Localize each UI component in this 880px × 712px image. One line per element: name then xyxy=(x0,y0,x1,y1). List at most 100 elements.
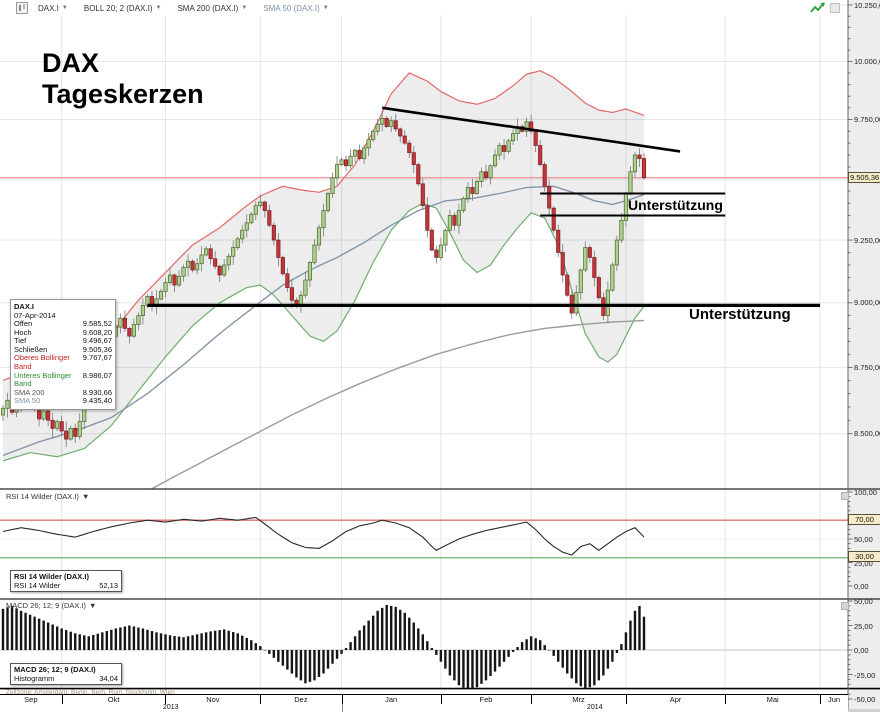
macd-histogram-bar xyxy=(173,635,176,650)
candle-body xyxy=(334,164,340,179)
rsi-panel-icon[interactable] xyxy=(841,492,849,500)
candle-body xyxy=(380,117,385,125)
macd-histogram-bar xyxy=(295,650,298,678)
macd-histogram-bar xyxy=(408,617,411,650)
rsi-value-box: RSI 14 Wilder (DAX.I) RSI 14 Wilder 52,1… xyxy=(10,570,122,592)
candle-body xyxy=(461,198,466,211)
candle-body xyxy=(5,399,10,409)
macd-histogram-bar xyxy=(286,650,289,670)
candle-body xyxy=(122,317,127,329)
bollinger-dropdown[interactable]: BOLL 20; 2 (DAX.I) ▼ xyxy=(84,4,162,13)
candle-body xyxy=(140,305,145,316)
candle-body xyxy=(398,128,403,137)
price-axis-label: 10.250,00 xyxy=(854,0,880,10)
sma50-label: SMA 50 (DAX.I) xyxy=(263,3,320,13)
candle-body xyxy=(524,121,529,132)
macd-histogram-bar xyxy=(557,650,560,662)
data-window-row: SMA 50 9.435,40 xyxy=(14,396,112,406)
rsi-oversold-box: 30,00 xyxy=(848,551,880,562)
macd-histogram-bar xyxy=(222,629,226,650)
candle-body xyxy=(131,324,136,337)
price-axis-label: 10.000,00 xyxy=(854,57,880,67)
rsi-box-title: RSI 14 Wilder (DAX.I) xyxy=(14,572,89,581)
macd-histogram-bar xyxy=(475,650,479,688)
macd-histogram-bar xyxy=(353,636,357,650)
macd-histogram-bar xyxy=(633,610,637,650)
macd-histogram-bar xyxy=(218,630,221,650)
macd-histogram-bar xyxy=(123,626,127,650)
macd-histogram-bar xyxy=(204,632,208,650)
macd-histogram-bar xyxy=(6,607,9,650)
window-button-icon[interactable] xyxy=(830,3,840,13)
candle-body xyxy=(59,421,64,432)
macd-histogram-bar xyxy=(137,627,140,650)
macd-histogram-bar xyxy=(259,646,262,650)
trend-arrow-icon[interactable] xyxy=(810,2,826,14)
macd-box-label: Histogramm xyxy=(14,674,55,683)
candle-body xyxy=(574,292,579,314)
sma200-dropdown[interactable]: SMA 200 (DAX.I) ▼ xyxy=(177,4,247,13)
data-window-row: SMA 200 8.930,66 xyxy=(14,387,112,397)
year-label: 2014 xyxy=(586,704,603,711)
macd-histogram-bar xyxy=(268,650,271,654)
rsi-axis-label: 50,00 xyxy=(854,535,873,544)
candle-body xyxy=(470,187,475,194)
macd-histogram-bar xyxy=(55,626,59,650)
macd-histogram-bar xyxy=(281,650,285,666)
data-window-row: Oberes Bollinger Band 9.767,67 xyxy=(14,353,112,371)
candle-body xyxy=(190,260,195,271)
macd-histogram-bar xyxy=(340,650,343,654)
chart-title: DAX Tageskerzen xyxy=(42,48,204,110)
macd-histogram-bar xyxy=(87,636,90,650)
candle-body xyxy=(330,177,335,194)
macd-histogram-bar xyxy=(502,650,506,662)
candle-body xyxy=(276,239,281,258)
rsi-overbought-box: 70,00 xyxy=(848,514,880,525)
instrument-dropdown[interactable]: DAX.I ▼ xyxy=(38,4,68,13)
support-annotation-upper[interactable]: Unterstützung xyxy=(628,197,723,213)
candle-body xyxy=(551,207,556,231)
macd-histogram-bar xyxy=(399,609,402,650)
macd-histogram-bar xyxy=(141,628,145,650)
data-window-row: Schließen 9.505,36 xyxy=(14,344,112,354)
candle-body xyxy=(619,220,624,241)
macd-histogram-bar xyxy=(511,650,515,652)
macd-panel-icon[interactable] xyxy=(841,602,849,610)
candle-body xyxy=(533,130,538,146)
month-cell: Sep xyxy=(0,695,63,704)
macd-histogram-bar xyxy=(213,630,217,650)
support-annotation-lower[interactable]: Unterstützung xyxy=(689,306,791,323)
macd-histogram-bar xyxy=(638,605,641,650)
month-cell: Mai xyxy=(725,695,822,704)
month-cell: Okt xyxy=(62,695,167,704)
candle-body xyxy=(68,427,73,440)
macd-histogram-bar xyxy=(64,630,68,650)
candle-body xyxy=(529,121,534,132)
data-window-date: 07-Apr-2014 xyxy=(14,311,56,320)
macd-histogram-bar xyxy=(308,650,312,682)
data-window-row: Hoch 9.608,20 xyxy=(14,327,112,337)
candle-body xyxy=(158,291,164,300)
month-cell: Jun xyxy=(827,695,841,704)
macd-histogram-bar xyxy=(466,650,470,688)
macd-histogram-bar xyxy=(570,650,573,679)
chevron-down-icon: ▼ xyxy=(322,5,329,11)
macd-histogram-bar xyxy=(371,615,375,650)
sma50-dropdown[interactable]: SMA 50 (DAX.I) ▼ xyxy=(263,4,328,13)
candle-body xyxy=(452,215,457,226)
candle-body xyxy=(348,155,353,167)
candle-body xyxy=(596,277,601,299)
timezone-note: Zeitzone: Amsterdam, Berlin, Bern, Rom, … xyxy=(6,689,175,696)
macd-histogram-bar xyxy=(96,633,99,650)
rsi-panel-dropdown[interactable]: RSI 14 Wilder (DAX.I) ▼ xyxy=(6,492,89,501)
macd-histogram-bar xyxy=(232,632,235,650)
candle-body xyxy=(506,140,511,152)
rsi-box-value: 52,13 xyxy=(99,581,118,590)
macd-histogram-bar xyxy=(462,650,465,688)
macd-panel-dropdown[interactable]: MACD 26; 12; 9 (DAX.I) ▼ xyxy=(6,601,96,610)
candle-body xyxy=(244,222,249,231)
candle-body xyxy=(181,267,186,277)
macd-histogram-bar xyxy=(28,614,32,650)
macd-histogram-bar xyxy=(362,625,366,650)
